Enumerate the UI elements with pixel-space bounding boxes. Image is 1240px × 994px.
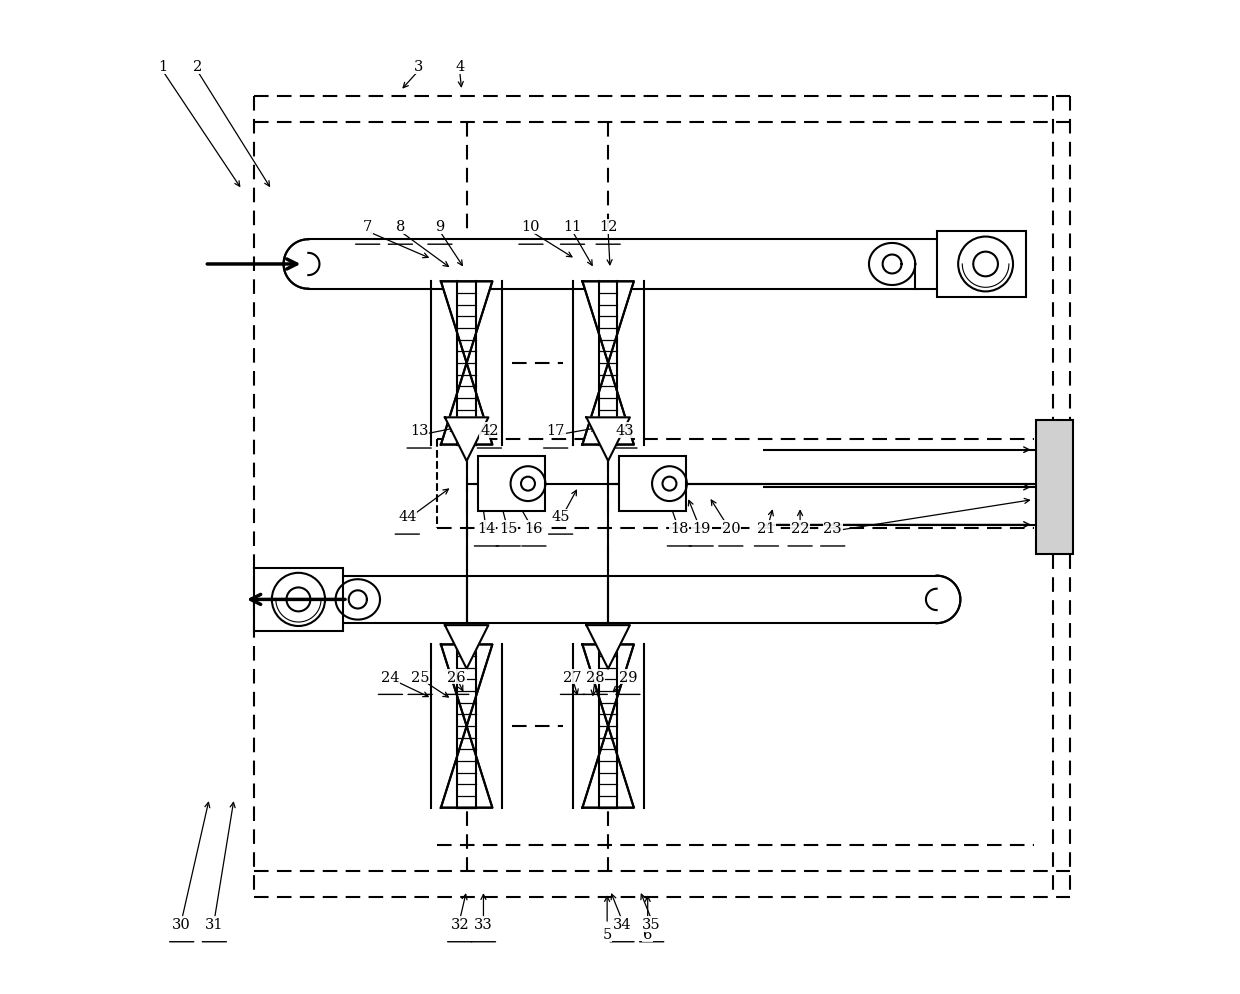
Text: 4: 4 bbox=[455, 60, 464, 74]
Text: 21: 21 bbox=[758, 522, 776, 536]
Polygon shape bbox=[441, 727, 492, 808]
Text: 13: 13 bbox=[410, 423, 428, 437]
Text: 9: 9 bbox=[435, 220, 445, 235]
Text: 6: 6 bbox=[644, 926, 652, 941]
Text: 10: 10 bbox=[522, 220, 541, 235]
Text: 24: 24 bbox=[381, 670, 399, 684]
Text: 29: 29 bbox=[619, 670, 637, 684]
Text: 42: 42 bbox=[480, 423, 498, 437]
Bar bbox=[254, 569, 343, 631]
Text: 35: 35 bbox=[642, 917, 661, 931]
Text: 1: 1 bbox=[159, 60, 167, 74]
Bar bbox=[936, 232, 1025, 297]
Text: 32: 32 bbox=[450, 917, 469, 931]
Polygon shape bbox=[583, 727, 634, 808]
Text: 19: 19 bbox=[692, 522, 711, 536]
Text: 33: 33 bbox=[474, 917, 492, 931]
Bar bbox=[619, 457, 686, 511]
Polygon shape bbox=[445, 625, 489, 669]
Text: 11: 11 bbox=[563, 220, 582, 235]
Bar bbox=[477, 457, 544, 511]
Text: 14: 14 bbox=[477, 522, 496, 536]
Text: 16: 16 bbox=[525, 522, 543, 536]
Polygon shape bbox=[441, 282, 492, 364]
Polygon shape bbox=[583, 645, 634, 727]
Text: 34: 34 bbox=[613, 917, 631, 931]
Text: 17: 17 bbox=[547, 423, 565, 437]
Text: 31: 31 bbox=[205, 917, 223, 931]
Polygon shape bbox=[587, 625, 630, 669]
Text: 15: 15 bbox=[498, 522, 517, 536]
Text: 44: 44 bbox=[398, 510, 417, 524]
Text: 26: 26 bbox=[448, 670, 466, 684]
Text: 5: 5 bbox=[603, 926, 611, 941]
Text: 23: 23 bbox=[823, 522, 842, 536]
Text: 2: 2 bbox=[193, 60, 202, 74]
Text: 25: 25 bbox=[410, 670, 429, 684]
Text: 7: 7 bbox=[363, 220, 372, 235]
Text: 18: 18 bbox=[670, 522, 688, 536]
Text: 12: 12 bbox=[599, 220, 618, 235]
Polygon shape bbox=[583, 364, 634, 445]
Bar bbox=[1035, 420, 1073, 555]
Text: 27: 27 bbox=[563, 670, 582, 684]
Text: 3: 3 bbox=[413, 60, 423, 74]
Text: 45: 45 bbox=[552, 510, 570, 524]
Polygon shape bbox=[441, 645, 492, 727]
Text: 22: 22 bbox=[791, 522, 810, 536]
Polygon shape bbox=[445, 417, 489, 461]
Polygon shape bbox=[587, 417, 630, 461]
Text: 8: 8 bbox=[396, 220, 405, 235]
Polygon shape bbox=[583, 282, 634, 364]
Text: 43: 43 bbox=[615, 423, 634, 437]
Text: 28: 28 bbox=[587, 670, 605, 684]
Text: 30: 30 bbox=[172, 917, 191, 931]
Text: 20: 20 bbox=[722, 522, 740, 536]
Polygon shape bbox=[441, 364, 492, 445]
